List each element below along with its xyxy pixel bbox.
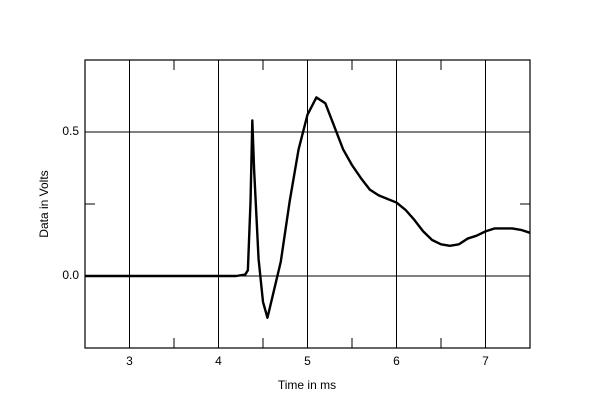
y-axis-label: Data in Volts (37, 170, 51, 237)
x-axis-label: Time in ms (278, 378, 336, 392)
y-tick-label: 0.0 (62, 268, 79, 282)
y-tick-label: 0.5 (62, 124, 79, 138)
plot-frame (84, 59, 531, 349)
x-tick-label: 4 (215, 354, 222, 368)
x-tick-label: 6 (393, 354, 400, 368)
data-line (85, 96, 531, 319)
x-tick-label: 3 (126, 354, 133, 368)
x-tick-label: 7 (482, 354, 489, 368)
x-tick-label: 5 (304, 354, 311, 368)
